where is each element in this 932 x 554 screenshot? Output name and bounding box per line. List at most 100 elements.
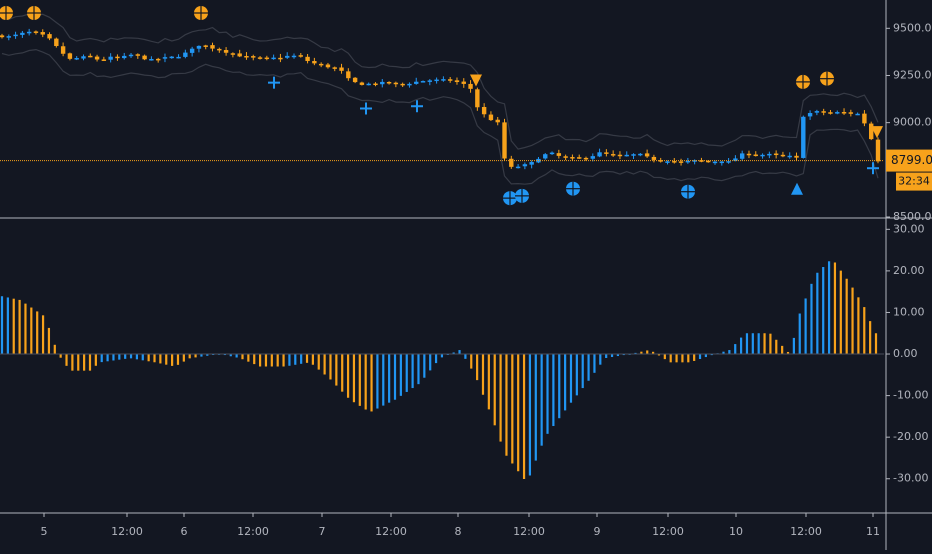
candle-body: [760, 154, 765, 157]
osc-bar: [575, 354, 578, 396]
osc-bar: [464, 354, 467, 359]
osc-bar: [646, 350, 649, 355]
candle-body: [203, 45, 208, 47]
osc-bar: [440, 354, 444, 358]
candle: [549, 151, 555, 155]
price-tick-label: 9000.00: [893, 116, 932, 129]
lower-band-line: [1, 48, 879, 185]
candle: [312, 57, 317, 66]
osc-bar: [458, 350, 461, 355]
candle: [495, 117, 500, 126]
osc-bar: [94, 354, 97, 366]
candle: [678, 158, 684, 166]
candle: [434, 77, 439, 84]
candle-body: [475, 89, 480, 108]
candle-body: [291, 55, 297, 58]
osc-bar: [329, 354, 332, 380]
candle-body: [481, 107, 487, 115]
candle-body: [149, 58, 154, 61]
time-tick-label: 7: [319, 525, 326, 538]
osc-bar: [816, 272, 819, 355]
osc-bar: [194, 354, 197, 358]
candle-body: [651, 156, 657, 160]
candle: [285, 52, 290, 59]
osc-bar: [235, 354, 238, 358]
osc-bar: [634, 352, 637, 355]
osc-bar: [405, 354, 408, 392]
candle: [794, 152, 799, 162]
candle-body: [841, 112, 847, 114]
osc-bar: [605, 354, 608, 358]
time-tick-label: 12:00: [375, 525, 407, 538]
candle: [515, 164, 521, 169]
osc-bar: [41, 315, 45, 355]
osc-bar: [88, 354, 92, 371]
candle-body: [257, 57, 263, 59]
candle-body: [115, 56, 120, 59]
sell-circle-cross-marker: [796, 74, 810, 89]
osc-bar: [393, 354, 397, 400]
price-tick-label: 9250.00: [893, 68, 932, 81]
candle: [447, 76, 453, 83]
candle: [624, 151, 629, 157]
candle: [821, 108, 826, 116]
candle-body: [454, 80, 460, 83]
candle: [122, 52, 127, 60]
candle-body: [33, 31, 39, 33]
candle: [875, 137, 881, 164]
osc-bar: [522, 354, 526, 480]
osc-bar: [417, 354, 420, 385]
osc-bar: [358, 354, 361, 406]
candle: [767, 151, 772, 159]
candle-body: [67, 53, 73, 59]
candle: [488, 111, 494, 121]
osc-bar: [751, 333, 754, 355]
candle: [26, 28, 32, 36]
sell-triangle-marker: [470, 74, 482, 87]
candle-body: [312, 61, 317, 64]
candle: [366, 82, 371, 86]
osc-bar: [258, 354, 262, 367]
candle-body: [801, 116, 806, 158]
osc-bar: [710, 354, 713, 356]
candle: [251, 54, 256, 61]
candle: [638, 152, 643, 157]
candle-body: [135, 54, 141, 56]
candle-body: [502, 122, 507, 159]
candle-body: [672, 161, 677, 163]
osc-bar: [376, 354, 379, 409]
osc-bar: [558, 354, 561, 419]
candle-body: [739, 153, 745, 159]
candle: [570, 154, 575, 161]
osc-bar: [745, 333, 749, 355]
candle-body: [332, 67, 337, 69]
candle-body: [0, 35, 5, 38]
candle-body: [251, 56, 256, 58]
price-tick-label: 8500.00: [893, 210, 932, 223]
candle: [346, 68, 351, 81]
candle-body: [577, 157, 582, 159]
time-tick-label: 9: [594, 525, 601, 538]
candle-body: [855, 113, 860, 116]
osc-bar: [616, 354, 620, 357]
osc-bar: [704, 354, 707, 358]
candle: [278, 53, 283, 63]
price-tick-label: 9500.00: [893, 21, 932, 34]
time-tick-label: 5: [41, 525, 48, 538]
candle-body: [88, 55, 93, 58]
candle: [543, 153, 548, 160]
osc-bar: [100, 354, 103, 363]
candle: [101, 56, 107, 62]
candle: [699, 157, 704, 163]
candle: [332, 66, 337, 72]
osc-bar: [18, 299, 21, 355]
sell-circle-cross-marker: [0, 6, 13, 20]
osc-bar: [827, 261, 831, 355]
candle-body: [169, 56, 174, 59]
candle-body: [753, 154, 758, 157]
candle-body: [176, 56, 181, 59]
candle-body: [74, 58, 79, 60]
candle-body: [318, 63, 324, 66]
osc-tick-label: -10.00: [893, 389, 928, 402]
